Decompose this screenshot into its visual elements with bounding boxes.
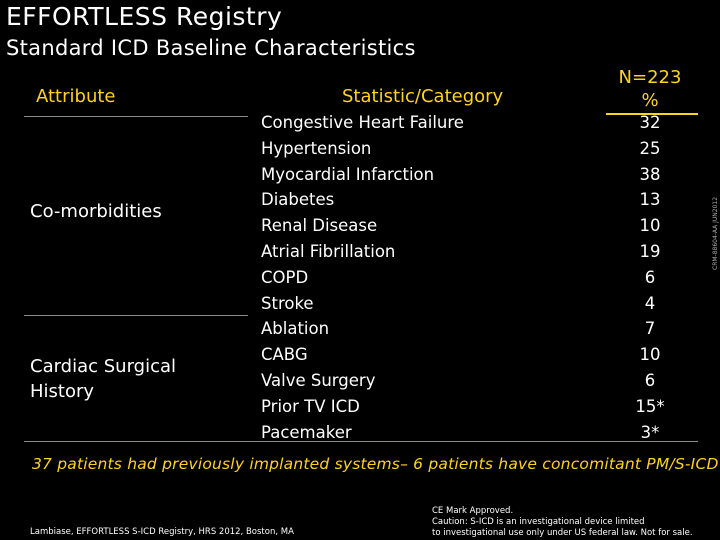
row-category: Diabetes bbox=[261, 190, 335, 210]
row-category: Pacemaker bbox=[261, 422, 352, 442]
row-value: 25 bbox=[639, 138, 661, 158]
caution-line-2: Caution: S-ICD is an investigational dev… bbox=[432, 517, 645, 527]
row-category: Hypertension bbox=[261, 138, 372, 158]
statistic-header: Statistic/Category bbox=[342, 86, 504, 107]
attribute-header: Attribute bbox=[36, 86, 116, 107]
citation: Lambiase, EFFORTLESS S-ICD Registry, HRS… bbox=[30, 527, 294, 537]
n-header: N=223 % bbox=[606, 66, 694, 112]
row-category: Congestive Heart Failure bbox=[261, 113, 464, 132]
n-count-label: N=223 bbox=[618, 67, 682, 88]
row-value: 15* bbox=[635, 396, 665, 416]
group-divider-middle bbox=[24, 315, 248, 316]
row-value: 19 bbox=[639, 242, 661, 261]
row-value: 6 bbox=[644, 371, 656, 390]
row-value: 13 bbox=[639, 190, 661, 210]
row-category: Ablation bbox=[261, 319, 330, 339]
row-category: COPD bbox=[261, 267, 309, 287]
row-value: 3* bbox=[640, 422, 660, 442]
row-category: Myocardial Infarction bbox=[261, 164, 435, 184]
percent-unit-label: % bbox=[641, 90, 659, 111]
row-value: 7 bbox=[644, 319, 656, 339]
slide-title: EFFORTLESS Registry bbox=[6, 2, 283, 31]
caution-line-1: CE Mark Approved. bbox=[432, 506, 514, 516]
row-value: 4 bbox=[644, 293, 656, 313]
row-value: 6 bbox=[644, 267, 656, 287]
group-label-comorbidities: Co-morbidities bbox=[30, 201, 162, 222]
document-code: CRM-88604-AA JUN2012 bbox=[712, 196, 719, 270]
row-value: 10 bbox=[639, 216, 661, 236]
caution-line-3: to investigational use only under US fed… bbox=[432, 528, 693, 538]
row-value: 10 bbox=[639, 345, 661, 365]
row-category: CABG bbox=[261, 345, 308, 365]
header-underline bbox=[606, 113, 698, 115]
table-bottom-rule bbox=[24, 441, 698, 442]
footnote: 37 patients had previously implanted sys… bbox=[32, 455, 719, 473]
group-divider-top bbox=[24, 116, 248, 117]
slide-subtitle: Standard ICD Baseline Characteristics bbox=[6, 36, 416, 60]
row-value: 32 bbox=[639, 113, 661, 132]
caution-notice: CE Mark Approved. Caution: S-ICD is an i… bbox=[432, 506, 693, 539]
group-label-cardiac-surgical-history: Cardiac Surgical History bbox=[30, 356, 177, 402]
row-category: Prior TV ICD bbox=[261, 396, 360, 416]
row-category: Atrial Fibrillation bbox=[261, 242, 396, 261]
row-category: Stroke bbox=[261, 293, 314, 313]
row-category: Valve Surgery bbox=[261, 371, 376, 390]
row-category: Renal Disease bbox=[261, 216, 378, 236]
row-value: 38 bbox=[639, 164, 661, 184]
